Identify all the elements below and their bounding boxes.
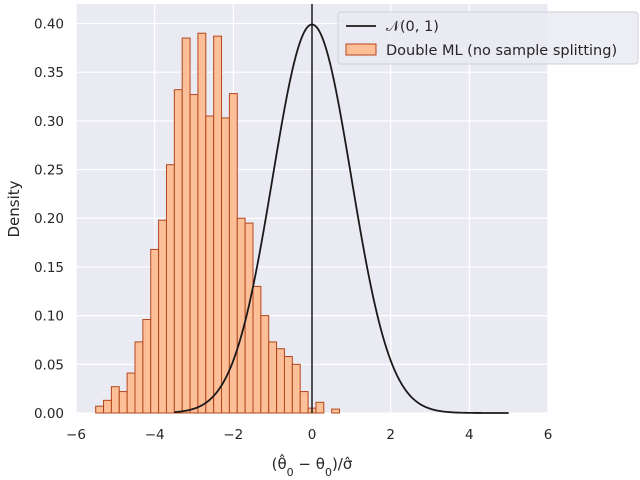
x-tick-label: −2 [223,427,243,443]
legend-histogram-swatch [345,43,377,56]
y-tick-labels: 0.00 0.05 0.10 0.15 0.20 0.25 0.30 0.35 0.40 [34,16,64,422]
histogram-bar [197,32,207,414]
histogram-bar [118,391,128,414]
x-tick-label: 2 [386,427,395,443]
x-tick-labels: −6 −4 −2 0 2 4 6 [66,427,552,443]
x-axis-label: (θ̂0 − θ0)/σ̂ [272,453,353,478]
histogram-bar [142,319,152,414]
y-tick-label: 0.20 [34,211,64,227]
histogram-bar [205,115,215,414]
histogram-bar [276,348,285,414]
x-tick-label: 6 [544,427,553,443]
x-tick-label: 4 [465,427,474,443]
histogram-bar [134,341,144,414]
histogram-bar [165,164,175,414]
y-tick-label: 0.25 [34,163,64,179]
legend-histogram-label: Double ML (no sample splitting) [386,43,617,59]
x-tick-label: −6 [66,427,86,443]
histogram-bar [110,386,120,414]
histogram-bar [95,405,105,414]
histogram-bar [315,401,325,414]
histogram-bar [260,315,270,414]
legend-frame [337,11,639,65]
histogram-bar [213,35,223,414]
x-tick-label: −4 [145,427,165,443]
legend-normal-label: 𝒩(0, 1) [386,19,439,35]
histogram-bar [283,356,293,414]
x-tick-label: 0 [308,427,317,443]
histogram-bar [299,391,309,414]
histogram-bar [189,94,199,414]
histogram-bar [236,217,246,414]
legend: 𝒩(0, 1) Double ML (no sample splitting) [337,11,639,65]
y-axis-label: Density [5,180,23,237]
histogram-bar [158,219,167,414]
y-tick-label: 0.00 [34,406,64,422]
y-tick-label: 0.35 [34,65,64,81]
histogram-bar [221,117,230,414]
histogram-bars [95,32,341,414]
histogram-bar [268,341,278,414]
histogram-bar [181,37,191,414]
y-tick-label: 0.40 [34,16,64,32]
y-tick-label: 0.10 [34,309,64,325]
histogram-bar [150,248,160,414]
normal-curve [174,23,509,414]
y-tick-label: 0.30 [34,114,64,130]
histogram-bar [173,89,183,414]
histogram-bar [291,363,301,414]
histogram-bar [103,399,112,414]
y-tick-label: 0.05 [34,357,64,373]
histogram-bar [331,408,341,414]
histogram-bar [126,372,136,414]
histogram-bar [252,285,262,414]
y-tick-label: 0.15 [34,260,64,276]
